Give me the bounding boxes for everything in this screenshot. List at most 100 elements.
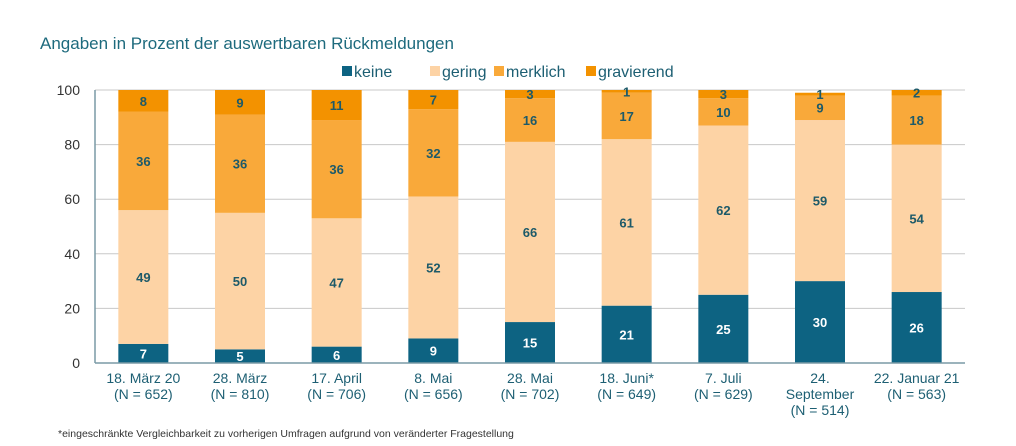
data-label: 18 — [909, 113, 923, 128]
data-label: 21 — [619, 327, 633, 342]
data-label: 50 — [233, 274, 247, 289]
bar-segment-keine — [215, 349, 265, 363]
x-tick-label: (N = 649) — [597, 386, 656, 402]
bar-segment-merklich — [891, 95, 942, 145]
bar-segment-keine — [118, 343, 169, 363]
data-label: 59 — [813, 194, 827, 209]
x-tick-label: 28. Mai — [507, 370, 553, 386]
bar-segment-gering — [408, 196, 459, 339]
x-tick-label: (N = 629) — [694, 386, 753, 402]
bar-segment-gravierend — [408, 90, 459, 110]
data-label: 47 — [329, 275, 343, 290]
data-label: 7 — [430, 93, 437, 108]
data-label: 11 — [330, 98, 344, 113]
data-label: 25 — [716, 322, 730, 337]
data-label: 30 — [813, 315, 827, 330]
data-label: 36 — [233, 157, 247, 172]
data-label: 9 — [816, 101, 823, 116]
bar-segment-gering — [311, 218, 362, 347]
data-label: 54 — [909, 211, 924, 226]
data-label: 3 — [526, 87, 533, 102]
bar-segment-merklich — [408, 109, 459, 197]
y-tick-label: 80 — [64, 137, 80, 153]
bar-segment-gering — [698, 125, 749, 295]
bar-segment-merklich — [601, 92, 652, 140]
bar-segment-gravierend — [795, 92, 845, 96]
data-label: 52 — [426, 260, 440, 275]
data-label: 32 — [426, 146, 440, 161]
x-tick-label: 7. Juli — [705, 370, 742, 386]
data-label: 36 — [136, 154, 150, 169]
bar-segment-gravierend — [311, 90, 362, 121]
data-label: 7 — [140, 346, 147, 361]
bar-segment-gering — [795, 120, 845, 282]
bar-segment-keine — [795, 281, 845, 363]
data-label: 1 — [623, 84, 630, 99]
x-tick-label: 28. März — [213, 370, 267, 386]
bar-segment-gravierend — [505, 90, 555, 99]
legend-label-merklich: merklich — [506, 64, 566, 81]
data-label: 9 — [430, 344, 437, 359]
footnote: *eingeschränkte Vergleichbarkeit zu vorh… — [58, 428, 514, 440]
data-label: 8 — [140, 94, 147, 109]
x-tick-label: (N = 652) — [114, 386, 173, 402]
data-label: 61 — [619, 215, 633, 230]
bar-segment-gravierend — [215, 90, 265, 115]
x-tick-label: 8. Mai — [414, 370, 452, 386]
data-label: 36 — [329, 162, 343, 177]
x-tick-label: (N = 514) — [791, 402, 850, 418]
data-label: 9 — [236, 95, 243, 110]
bar-segment-keine — [408, 338, 459, 363]
bar-segment-keine — [698, 294, 749, 363]
data-label: 1 — [816, 87, 823, 102]
x-tick-label: (N = 656) — [404, 386, 463, 402]
x-tick-label: 17. April — [311, 370, 362, 386]
bar-segment-merklich — [698, 98, 749, 126]
bar-segment-merklich — [311, 120, 362, 219]
y-tick-label: 40 — [64, 246, 80, 262]
x-tick-label: 18. März 20 — [106, 370, 180, 386]
bar-segment-gering — [891, 144, 942, 293]
bar-segment-gravierend — [698, 90, 749, 99]
x-tick-label: (N = 810) — [211, 386, 270, 402]
chart-title: Angaben in Prozent der auswertbaren Rück… — [40, 34, 454, 53]
bar-segment-keine — [311, 346, 362, 363]
legend-label-keine: keine — [354, 64, 392, 81]
legend-swatch-gravierend — [586, 66, 596, 76]
y-tick-label: 0 — [72, 355, 80, 371]
data-label: 10 — [716, 105, 730, 120]
y-tick-label: 100 — [57, 82, 81, 98]
bar-segment-keine — [601, 305, 652, 363]
bar-segment-gravierend — [891, 90, 942, 96]
data-label: 66 — [523, 225, 537, 240]
data-label: 3 — [720, 87, 727, 102]
x-tick-label: September — [786, 386, 855, 402]
bar-segment-gering — [215, 212, 265, 350]
x-tick-label: (N = 702) — [501, 386, 560, 402]
data-label: 62 — [716, 203, 730, 218]
x-tick-label: (N = 706) — [307, 386, 366, 402]
legend-swatch-gering — [430, 66, 440, 76]
y-tick-label: 20 — [64, 300, 80, 316]
bar-segment-gering — [505, 141, 555, 323]
legend-swatch-merklich — [494, 66, 504, 76]
bar-segment-merklich — [505, 98, 555, 142]
bar-segment-keine — [505, 322, 555, 363]
x-tick-label: 18. Juni* — [599, 370, 654, 386]
y-tick-label: 60 — [64, 191, 80, 207]
bar-segment-gravierend — [118, 90, 169, 112]
data-label: 15 — [523, 336, 537, 351]
bar-segment-merklich — [118, 111, 169, 211]
x-tick-label: 22. Januar 21 — [874, 370, 960, 386]
data-label: 16 — [523, 113, 537, 128]
legend-swatch-keine — [342, 66, 352, 76]
bar-segment-gering — [601, 139, 652, 306]
bar-segment-merklich — [795, 95, 845, 121]
data-label: 17 — [619, 109, 633, 124]
data-label: 49 — [136, 270, 150, 285]
data-label: 6 — [333, 348, 340, 363]
data-label: 26 — [909, 321, 923, 336]
bar-segment-keine — [891, 292, 942, 363]
bar-segment-gering — [118, 210, 169, 344]
